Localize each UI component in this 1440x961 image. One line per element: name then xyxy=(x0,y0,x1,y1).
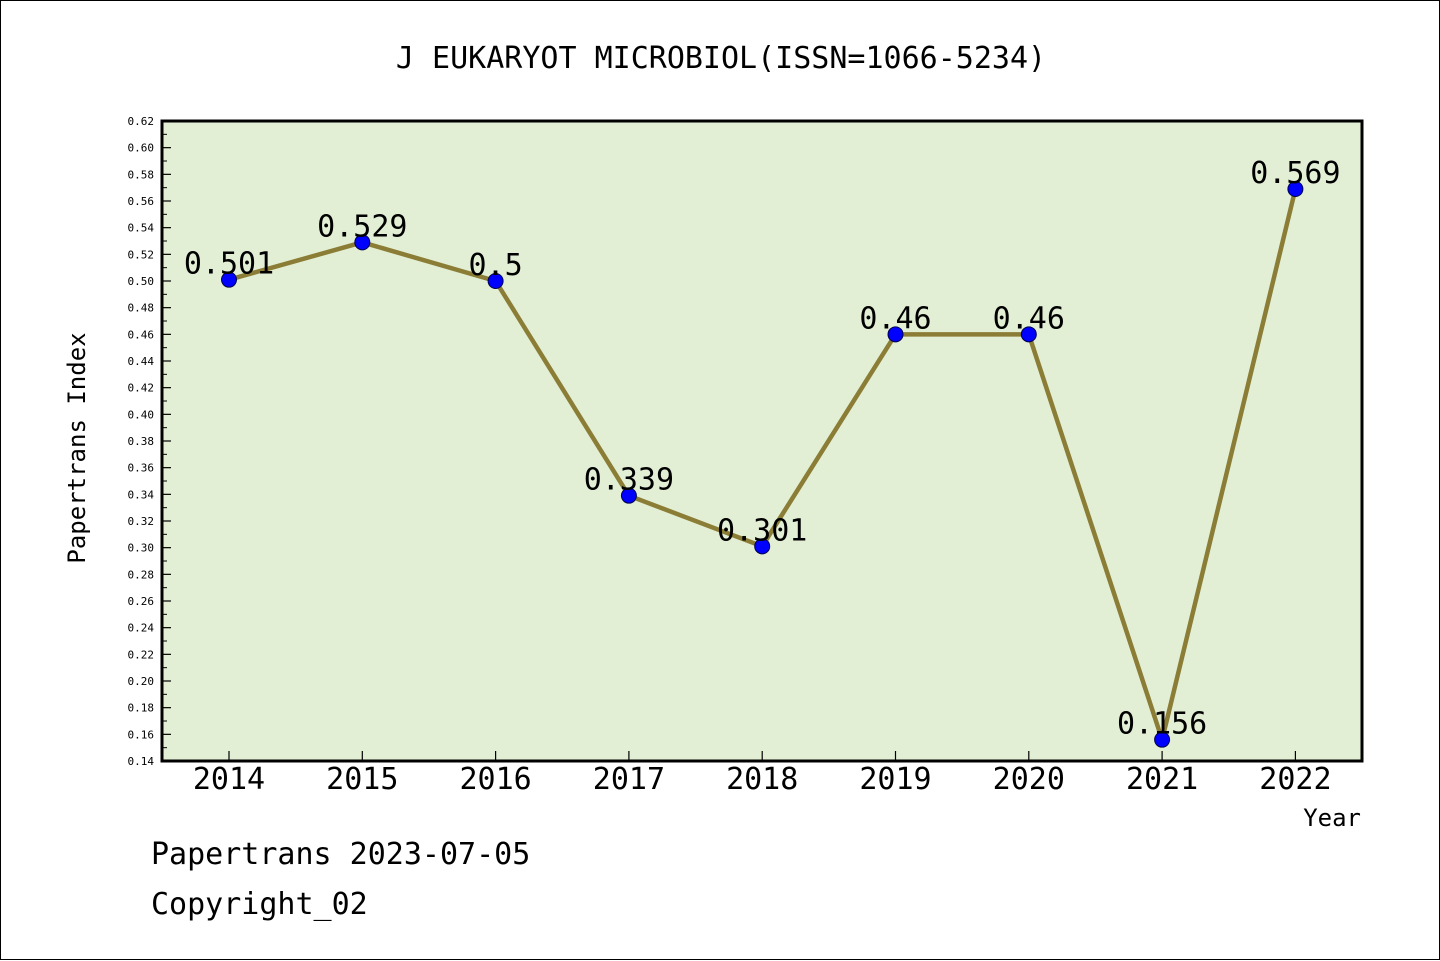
x-axis-label: Year xyxy=(1303,804,1361,832)
series-markers xyxy=(221,181,1304,748)
x-tick-label: 2016 xyxy=(459,762,531,797)
y-tick-label: 0.22 xyxy=(128,648,155,661)
footer-date: Papertrans 2023-07-05 xyxy=(151,837,530,872)
y-tick-label: 0.34 xyxy=(128,488,155,501)
data-point xyxy=(887,326,904,343)
data-label: 0.569 xyxy=(1250,156,1340,191)
data-point xyxy=(620,487,637,504)
y-tick-label: 0.36 xyxy=(128,462,155,475)
data-point xyxy=(1154,731,1171,748)
y-axis-ticks: 0.14 0.16 0.18 0.20 0.22 0.24 0.26 0.28 0.30 0.32… xyxy=(128,115,171,768)
chart-title: J EUKARYOT MICROBIOL(ISSN=1066-5234) xyxy=(396,41,1046,76)
data-label: 0.501 xyxy=(184,247,274,282)
y-tick-label: 0.38 xyxy=(128,435,155,448)
y-tick-label: 0.58 xyxy=(128,168,155,181)
x-tick-label: 2020 xyxy=(993,762,1065,797)
y-tick-label: 0.44 xyxy=(128,355,155,368)
y-tick-label: 0.50 xyxy=(128,275,155,288)
y-tick-label: 0.32 xyxy=(128,515,155,528)
x-tick-label: 2014 xyxy=(193,762,265,797)
x-tick-label: 2018 xyxy=(726,762,798,797)
y-tick-label: 0.48 xyxy=(128,302,155,315)
plot-border xyxy=(160,119,1364,763)
x-tick-label: 2015 xyxy=(326,762,398,797)
y-tick-label: 0.40 xyxy=(128,408,155,421)
y-tick-label: 0.62 xyxy=(128,115,155,128)
y-tick-label: 0.42 xyxy=(128,382,155,395)
data-point xyxy=(487,273,504,289)
y-tick-label: 0.14 xyxy=(128,755,155,768)
data-labels: 0.501 0.529 0.5 0.339 0.301 0.46 0.46 0.156 0.56… xyxy=(184,156,1341,742)
x-tick-label: 2019 xyxy=(859,762,931,797)
x-tick-label: 2017 xyxy=(593,762,665,797)
y-tick-label: 0.52 xyxy=(128,248,155,261)
y-tick-label: 0.60 xyxy=(128,142,155,155)
footer-copyright: Copyright_02 xyxy=(151,887,368,922)
data-point xyxy=(1020,326,1037,343)
y-tick-label: 0.26 xyxy=(128,595,155,608)
plot-area xyxy=(162,121,1362,761)
data-label: 0.529 xyxy=(317,209,407,244)
data-label: 0.5 xyxy=(469,248,523,283)
data-label: 0.339 xyxy=(584,463,674,498)
data-label: 0.46 xyxy=(993,301,1065,336)
x-tick-label: 2021 xyxy=(1126,762,1198,797)
data-label: 0.46 xyxy=(859,301,931,336)
data-label: 0.156 xyxy=(1117,707,1207,742)
y-tick-label: 0.54 xyxy=(128,222,155,235)
y-tick-label: 0.46 xyxy=(128,328,155,341)
data-point xyxy=(1287,181,1304,197)
data-point xyxy=(754,538,771,555)
y-tick-label: 0.56 xyxy=(128,195,155,208)
data-point xyxy=(354,234,371,251)
y-tick-label: 0.30 xyxy=(128,542,155,555)
y-axis-label: Papertrans Index xyxy=(63,332,91,563)
data-label: 0.301 xyxy=(717,513,807,548)
data-point xyxy=(221,271,237,288)
y-tick-label: 0.16 xyxy=(128,728,155,741)
y-tick-label: 0.18 xyxy=(128,702,155,715)
x-axis-ticks: 2014 2015 2016 2017 2018 2019 2020 2021 2022 xyxy=(193,751,1332,797)
x-tick-label: 2022 xyxy=(1259,762,1331,797)
y-tick-label: 0.24 xyxy=(128,622,155,635)
y-tick-label: 0.28 xyxy=(128,568,155,581)
y-tick-label: 0.20 xyxy=(128,675,155,688)
